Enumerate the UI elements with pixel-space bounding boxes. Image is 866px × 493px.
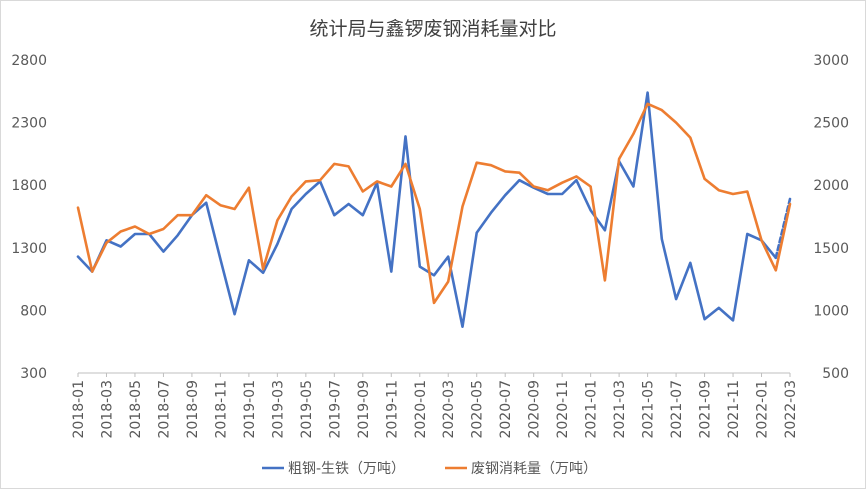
x-tick-label: 2018-07 [156,380,172,439]
x-tick-label: 2018-09 [185,380,201,439]
x-tick-label: 2021-05 [641,380,657,439]
x-tick-label: 2020-03 [441,380,457,439]
y-left-tick-label: 1300 [11,241,47,257]
x-tick-label: 2018-05 [128,380,144,439]
x-tick-label: 2021-07 [669,380,685,439]
series-line-1-projection [774,197,792,260]
series-line-2 [76,102,792,305]
x-tick-label: 2018-11 [213,380,229,439]
y-left-tick-label: 1800 [11,178,47,194]
y-left-tick-label: 800 [20,303,47,319]
chart-title: 统计局与鑫锣废钢消耗量对比 [309,18,556,40]
legend: 粗钢-生铁（万吨） 废钢消耗量（万吨） [262,461,597,477]
x-tick-label: 2019-07 [327,380,343,439]
x-tick-label: 2019-09 [356,380,372,439]
x-tick-label: 2019-01 [242,380,258,439]
x-tick-label: 2018-03 [99,380,115,439]
x-tick-label: 2020-05 [470,380,486,439]
x-tick-label: 2018-01 [71,380,87,439]
x-tick-label: 2021-11 [726,380,742,439]
axes: 2018-01 2018-03 2018-05 2018-07 2018-09 2018-… [11,53,849,439]
y-left-tick-label: 2300 [11,116,47,132]
x-tick-label: 2021-03 [612,380,628,439]
x-tick-label: 2019-05 [299,380,315,439]
x-tick-label: 2021-09 [698,380,714,439]
x-tick-label: 2021-01 [584,380,600,439]
x-tick-label: 2020-01 [413,380,429,439]
series-lines [76,91,792,329]
y-right-tick-label: 3000 [813,53,849,69]
x-tick-label: 2022-01 [755,380,771,439]
y-right-tick-label: 500 [822,366,849,382]
x-tick-label: 2022-03 [783,380,799,439]
y-right-tick-label: 1000 [813,303,849,319]
y-left-tick-label: 300 [20,366,47,382]
y-left-tick-label: 2800 [11,53,47,69]
legend-label-2: 废钢消耗量（万吨） [471,461,597,477]
x-tick-label: 2020-07 [498,380,514,439]
legend-label-1: 粗钢-生铁（万吨） [288,461,405,477]
x-tick-label: 2020-11 [555,380,571,439]
y-right-tick-label: 1500 [813,241,849,257]
y-right-tick-label: 2500 [813,116,849,132]
x-tick-label: 2020-09 [527,380,543,439]
y-right-tick-label: 2000 [813,178,849,194]
x-tick-label: 2019-03 [270,380,286,439]
x-tick-label: 2019-11 [384,380,400,439]
